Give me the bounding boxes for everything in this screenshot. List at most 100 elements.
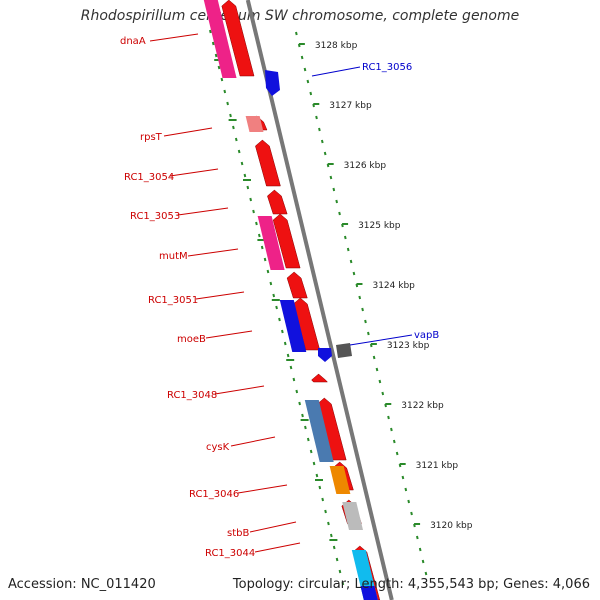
scale-label: 3128 kbp — [315, 41, 358, 51]
inner-tick-track — [269, 281, 273, 286]
inner-tick-track — [243, 173, 247, 178]
inner-tick-track — [214, 53, 218, 58]
inner-tick-track — [324, 509, 327, 514]
inner-tick-track — [312, 461, 316, 466]
gene-label: RC1_3044 — [205, 548, 255, 559]
gene-label: stbB — [227, 528, 249, 539]
gene-label-leader — [169, 168, 219, 177]
scale-label: 3124 kbp — [372, 281, 415, 291]
gene-label: RC1_3046 — [189, 489, 239, 500]
outer-tick-track — [358, 295, 362, 300]
outer-tick-track — [329, 175, 333, 180]
inner-tick-track — [266, 269, 270, 274]
outer-tick-track — [364, 319, 367, 324]
forward-cds-arrow — [272, 213, 301, 269]
inner-tick-track — [226, 101, 229, 106]
accession-text: Accession: NC_011420 — [8, 577, 156, 592]
forward-cds-arrow — [267, 189, 288, 215]
pink-gene-box — [257, 216, 285, 270]
inner-tick-track — [327, 521, 330, 526]
outer-tick-track — [343, 235, 347, 240]
gene-label-leader — [163, 127, 213, 137]
outer-tick-track — [300, 55, 304, 60]
inner-tick-track — [292, 377, 296, 382]
outer-tick-track — [309, 91, 313, 96]
inner-tick-track — [298, 401, 301, 406]
outer-tick-track — [390, 427, 393, 432]
inner-tick-track — [246, 185, 250, 190]
outer-tick-track — [346, 247, 350, 252]
gene-label: RC1_3051 — [148, 295, 198, 306]
scale-label: 3127 kbp — [329, 101, 372, 111]
forward-cds-arrow — [221, 0, 255, 77]
gene-label-leader — [311, 66, 361, 77]
outer-tick-track — [410, 511, 413, 516]
inner-tick-track — [341, 581, 345, 586]
outer-tick-track — [303, 67, 307, 72]
inner-tick-track — [301, 413, 304, 418]
orange-gene-box — [329, 466, 351, 494]
outer-tick-track — [392, 439, 396, 444]
genome-summary-text: Topology: circular; Length: 4,355,543 bp… — [232, 577, 590, 592]
gene-label-leader — [349, 334, 413, 346]
gene-label: rpsT — [140, 132, 163, 143]
gene-label: vapB — [414, 330, 439, 341]
inner-tick-track — [237, 149, 241, 154]
outer-tick-track — [352, 271, 356, 276]
outer-tick-track — [372, 355, 376, 360]
outer-tick-track — [421, 559, 425, 564]
inner-tick-track — [272, 293, 276, 298]
inner-tick-track — [220, 77, 224, 82]
scale-label: 3120 kbp — [430, 521, 473, 531]
inner-tick-track — [234, 137, 238, 142]
grey-gene-box — [336, 343, 352, 358]
blue-gene-box — [360, 586, 378, 600]
scale-label: 3126 kbp — [344, 161, 387, 171]
inner-tick-track — [255, 221, 258, 226]
inner-tick-track — [252, 209, 255, 214]
outer-tick-track — [349, 259, 353, 264]
gene-label-leader — [149, 33, 199, 42]
outer-tick-track — [404, 487, 408, 492]
inner-tick-track — [304, 425, 307, 430]
outer-tick-track — [320, 139, 324, 144]
gene-label: dnaA — [120, 36, 146, 47]
inner-tick-track — [329, 533, 333, 538]
gene-label: cysK — [206, 442, 230, 453]
outer-tick-track — [407, 499, 411, 504]
outer-tick-track — [395, 451, 399, 456]
inner-tick-track — [306, 437, 310, 442]
gene-label: mutM — [159, 251, 188, 262]
gene-label-leader — [254, 542, 301, 553]
map-title: Rhodospirillum centenum SW chromosome, c… — [80, 8, 520, 24]
scale-label: 3121 kbp — [416, 461, 459, 471]
outer-tick-track — [306, 79, 310, 84]
inner-tick-track — [318, 485, 322, 490]
gene-label-leader — [195, 291, 245, 300]
outer-tick-track — [315, 115, 318, 120]
outer-tick-track — [378, 379, 382, 384]
gene-label-leader — [237, 484, 288, 494]
forward-cds-arrow — [286, 271, 308, 299]
pink-gene-box — [203, 0, 237, 78]
outer-tick-track — [415, 535, 419, 540]
inner-tick-track — [315, 473, 319, 478]
inner-tick-track — [286, 353, 290, 358]
outer-tick-track — [335, 199, 339, 204]
scale-label: 3123 kbp — [387, 341, 430, 351]
gene-label: moeB — [177, 334, 206, 345]
inner-tick-track — [338, 569, 342, 574]
inner-tick-track — [309, 449, 313, 454]
salmon-gene-box — [245, 116, 264, 132]
outer-tick-track — [338, 211, 341, 216]
inner-tick-track — [229, 113, 232, 118]
inner-tick-track — [295, 389, 299, 394]
inner-tick-track — [283, 341, 287, 346]
reverse-cds-arrow — [265, 70, 280, 96]
gene-label: RC1_3054 — [124, 172, 174, 183]
outer-tick-track — [381, 391, 385, 396]
forward-cds-arrow — [311, 373, 329, 383]
reverse-cds-arrow — [318, 348, 332, 362]
gene-label-leader — [205, 330, 253, 339]
gene-label: RC1_3048 — [167, 390, 217, 401]
